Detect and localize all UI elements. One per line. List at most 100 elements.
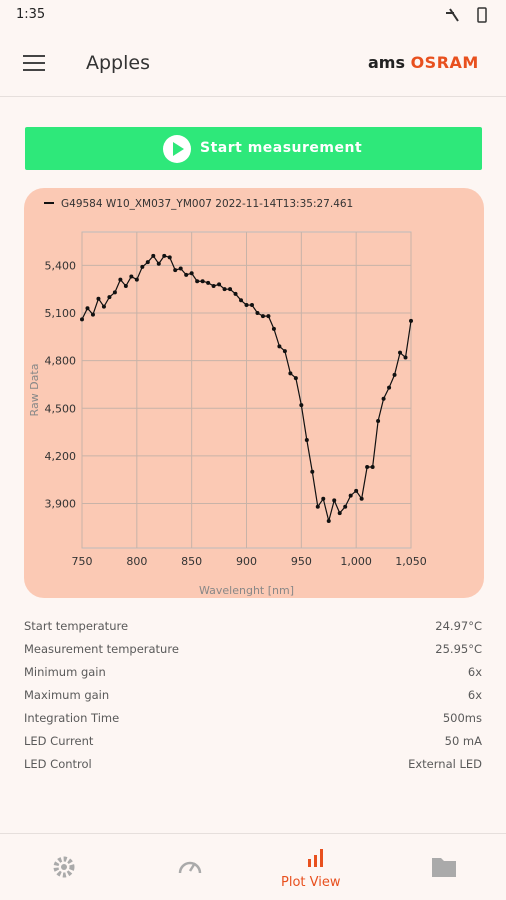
data-point bbox=[398, 350, 403, 355]
status-time: 1:35 bbox=[16, 7, 46, 22]
info-value: 50 mA bbox=[444, 734, 482, 748]
data-point bbox=[343, 504, 348, 509]
data-point bbox=[392, 372, 397, 377]
data-point bbox=[80, 317, 84, 322]
info-row: LED Control External LED bbox=[24, 757, 482, 775]
data-point bbox=[156, 261, 161, 266]
y-tick-label: 4,200 bbox=[45, 450, 77, 463]
gauge-tab[interactable] bbox=[177, 855, 203, 879]
legend-label: G49584 W10_XM037_YM007 2022-11-14T13:35:… bbox=[61, 198, 353, 210]
data-point bbox=[96, 296, 101, 301]
data-point bbox=[233, 291, 238, 296]
data-point bbox=[321, 496, 326, 501]
data-point bbox=[409, 318, 413, 323]
data-point bbox=[315, 504, 320, 509]
plot-tab-icon[interactable] bbox=[306, 847, 328, 869]
start-button[interactable]: Start measurement bbox=[25, 127, 482, 170]
info-row: Maximum gain 6x bbox=[24, 688, 482, 706]
data-point bbox=[326, 519, 331, 524]
logo-ams: ams bbox=[368, 53, 405, 72]
data-point bbox=[359, 496, 364, 501]
data-point bbox=[370, 465, 375, 470]
data-point bbox=[244, 303, 249, 308]
data-point bbox=[140, 264, 145, 269]
data-point bbox=[217, 282, 222, 287]
info-label: Start temperature bbox=[24, 619, 129, 633]
plot-tab-label[interactable]: Plot View bbox=[281, 875, 341, 890]
data-point bbox=[277, 344, 282, 349]
data-point bbox=[151, 253, 156, 258]
data-point bbox=[173, 268, 178, 273]
data-point bbox=[200, 279, 205, 284]
info-label: Integration Time bbox=[24, 711, 120, 725]
menu-button[interactable] bbox=[22, 54, 46, 72]
x-tick-label: 1,000 bbox=[340, 555, 372, 568]
data-point bbox=[354, 488, 359, 493]
data-point bbox=[249, 303, 254, 308]
info-row: Minimum gain 6x bbox=[24, 665, 482, 683]
data-point bbox=[123, 283, 128, 288]
logo: ams OSRAM bbox=[368, 53, 479, 72]
data-point bbox=[282, 349, 287, 354]
button-label: Start measurement bbox=[200, 140, 363, 156]
data-point bbox=[101, 304, 106, 309]
chart: 3,900 4,200 4,500 4,800 5,100 5,400 750 800 850 9… bbox=[24, 188, 484, 598]
info-label: LED Control bbox=[24, 757, 92, 771]
x-tick-label: 1,050 bbox=[395, 555, 427, 568]
info-label: Minimum gain bbox=[24, 665, 106, 679]
data-point bbox=[222, 287, 227, 292]
info-value: 6x bbox=[467, 688, 482, 702]
info-value: External LED bbox=[408, 757, 482, 771]
settings-tab[interactable] bbox=[52, 855, 76, 879]
page-title: Apples bbox=[86, 52, 150, 74]
data-point bbox=[228, 287, 233, 292]
status-icons bbox=[446, 7, 487, 23]
play-icon bbox=[163, 135, 191, 163]
x-axis-label: Wavelenght [nm] bbox=[199, 584, 294, 597]
data-point bbox=[211, 283, 216, 288]
data-point bbox=[288, 371, 293, 376]
data-point bbox=[348, 493, 353, 498]
y-tick-label: 5,400 bbox=[45, 259, 77, 272]
data-point bbox=[403, 355, 408, 360]
data-point bbox=[118, 277, 123, 282]
data-point bbox=[332, 498, 337, 503]
info-row: Measurement temperature 25.95°C bbox=[24, 642, 482, 660]
logo-osram: OSRAM bbox=[410, 53, 479, 72]
data-point bbox=[189, 271, 194, 276]
x-tick-label: 900 bbox=[236, 555, 257, 568]
data-point bbox=[376, 418, 381, 423]
x-tick-label: 750 bbox=[72, 555, 93, 568]
data-point bbox=[266, 314, 271, 319]
data-point bbox=[85, 306, 90, 311]
data-point bbox=[162, 253, 167, 258]
data-point bbox=[304, 438, 309, 443]
data-point bbox=[112, 290, 117, 295]
data-point bbox=[184, 272, 189, 277]
data-point bbox=[178, 266, 183, 271]
y-tick-label: 3,900 bbox=[45, 498, 77, 511]
app-bar bbox=[0, 30, 506, 97]
data-point bbox=[310, 469, 315, 474]
data-point bbox=[206, 280, 211, 285]
files-tab[interactable] bbox=[431, 856, 457, 878]
x-tick-label: 850 bbox=[181, 555, 202, 568]
data-point bbox=[134, 277, 139, 282]
data-point bbox=[167, 255, 172, 260]
y-tick-label: 4,500 bbox=[45, 402, 77, 415]
info-row: Integration Time 500ms bbox=[24, 711, 482, 729]
chart-card bbox=[24, 188, 484, 598]
data-point bbox=[337, 511, 342, 516]
nav-divider bbox=[0, 833, 506, 834]
data-point bbox=[387, 385, 392, 390]
data-point bbox=[239, 298, 244, 303]
data-point bbox=[299, 403, 304, 408]
y-tick-label: 5,100 bbox=[45, 307, 77, 320]
data-point bbox=[255, 310, 260, 315]
info-value: 6x bbox=[467, 665, 482, 679]
data-point bbox=[260, 314, 265, 319]
data-point bbox=[271, 326, 276, 331]
data-point bbox=[381, 396, 386, 401]
data-point bbox=[107, 295, 112, 300]
